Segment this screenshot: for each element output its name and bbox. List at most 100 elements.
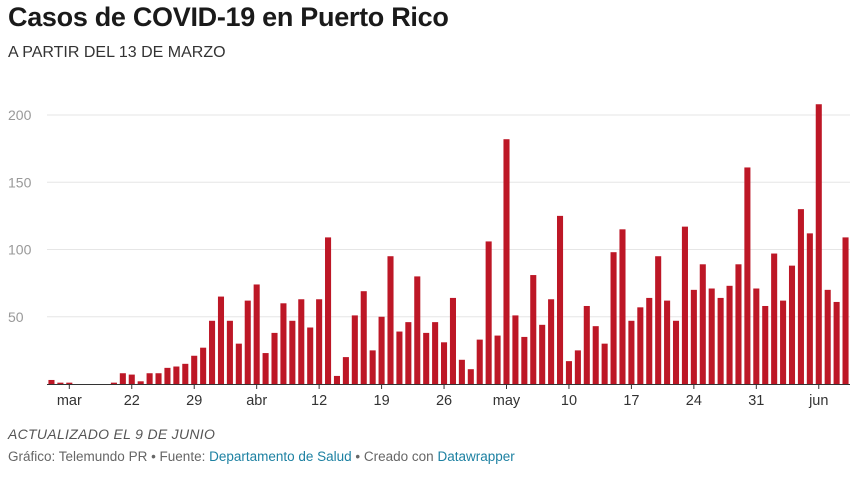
bar bbox=[405, 322, 412, 384]
bar bbox=[601, 343, 608, 384]
bar bbox=[806, 233, 813, 384]
footer-created-with: • Creado con bbox=[351, 449, 438, 464]
bar bbox=[378, 316, 385, 384]
bar bbox=[244, 300, 251, 384]
bar bbox=[548, 299, 555, 384]
bar bbox=[226, 320, 233, 384]
bar bbox=[574, 350, 581, 384]
bar bbox=[441, 342, 448, 384]
bar bbox=[360, 291, 367, 384]
x-tick-label: abr bbox=[246, 393, 267, 409]
bar bbox=[200, 347, 207, 384]
x-tick-label: 31 bbox=[748, 393, 764, 409]
bar bbox=[503, 139, 510, 384]
bar bbox=[842, 237, 849, 384]
bar bbox=[797, 209, 804, 384]
bar bbox=[164, 367, 171, 384]
bar bbox=[708, 288, 715, 384]
bar bbox=[182, 363, 189, 384]
bar bbox=[681, 226, 688, 384]
bar bbox=[209, 320, 216, 384]
bar bbox=[467, 369, 474, 384]
bar bbox=[325, 237, 332, 384]
x-tick-label: 10 bbox=[561, 393, 577, 409]
bar bbox=[592, 326, 599, 384]
y-tick-label: 150 bbox=[8, 174, 32, 190]
footer-credit: Gráfico: Telemundo PR • Fuente: bbox=[8, 449, 210, 464]
y-tick-label: 100 bbox=[8, 242, 32, 258]
bar bbox=[485, 241, 492, 384]
bar bbox=[610, 252, 617, 384]
chart-title: Casos de COVID-19 en Puerto Rico bbox=[8, 2, 449, 32]
x-tick-label: 22 bbox=[124, 393, 140, 409]
source-link[interactable]: Departamento de Salud bbox=[209, 449, 352, 464]
bar bbox=[458, 359, 465, 384]
x-tick-label: jun bbox=[808, 393, 828, 409]
bar bbox=[521, 336, 528, 384]
bar bbox=[271, 332, 278, 384]
bar bbox=[717, 297, 724, 384]
x-tick-label: 19 bbox=[374, 393, 390, 409]
datawrapper-link[interactable]: Datawrapper bbox=[437, 449, 515, 464]
bar bbox=[664, 300, 671, 384]
bar bbox=[583, 305, 590, 384]
bar bbox=[396, 331, 403, 384]
bar bbox=[628, 320, 635, 384]
bar bbox=[771, 253, 778, 384]
bar bbox=[298, 299, 305, 384]
y-tick-label: 200 bbox=[8, 107, 32, 123]
bar bbox=[565, 361, 572, 384]
bar bbox=[735, 264, 742, 384]
bar bbox=[753, 288, 760, 384]
bar bbox=[280, 303, 287, 384]
bar bbox=[690, 289, 697, 384]
bar bbox=[512, 315, 519, 384]
bar bbox=[556, 215, 564, 384]
bar bbox=[824, 289, 831, 384]
bar bbox=[235, 343, 242, 384]
bar bbox=[57, 382, 64, 384]
x-tick-label: 26 bbox=[436, 393, 452, 409]
bar bbox=[788, 265, 796, 384]
bar bbox=[48, 379, 55, 384]
bar bbox=[646, 297, 653, 384]
bar-chart: 50 100 150 200 mar 22 29 abr 12 19 26 may 10 17 24 31 ju… bbox=[8, 104, 850, 409]
bar bbox=[637, 307, 644, 384]
x-tick-label: mar bbox=[57, 393, 82, 409]
bar bbox=[307, 327, 314, 384]
bar bbox=[137, 381, 144, 384]
bar bbox=[289, 320, 296, 384]
bar bbox=[253, 284, 260, 384]
x-tick-label: 17 bbox=[623, 393, 639, 409]
x-tick-label: 12 bbox=[311, 393, 327, 409]
bar bbox=[128, 374, 135, 384]
chart-footer: Gráfico: Telemundo PR • Fuente: Departam… bbox=[8, 449, 515, 464]
bar bbox=[762, 305, 769, 384]
bar bbox=[672, 320, 680, 384]
bar bbox=[316, 299, 323, 384]
bar bbox=[423, 332, 430, 384]
bar bbox=[387, 256, 394, 384]
bar bbox=[217, 296, 225, 384]
bar bbox=[119, 373, 126, 384]
bar bbox=[191, 355, 198, 384]
x-tick-label: 24 bbox=[686, 393, 702, 409]
bar bbox=[655, 256, 662, 384]
bar bbox=[494, 335, 501, 384]
chart-subtitle: A PARTIR DEL 13 DE MARZO bbox=[8, 44, 226, 61]
bar bbox=[476, 339, 483, 384]
updated-note: ACTUALIZADO EL 9 DE JUNIO bbox=[8, 426, 216, 442]
bar bbox=[780, 300, 787, 384]
bar bbox=[146, 373, 153, 384]
bar bbox=[414, 276, 421, 384]
x-tick-label: may bbox=[493, 393, 521, 409]
bar bbox=[744, 167, 751, 384]
bar bbox=[369, 350, 376, 384]
bar bbox=[342, 357, 349, 384]
bar bbox=[449, 297, 456, 384]
bar bbox=[726, 285, 733, 384]
bar bbox=[333, 375, 341, 384]
bar bbox=[110, 382, 117, 384]
bar bbox=[530, 275, 537, 384]
bar bbox=[173, 366, 180, 384]
